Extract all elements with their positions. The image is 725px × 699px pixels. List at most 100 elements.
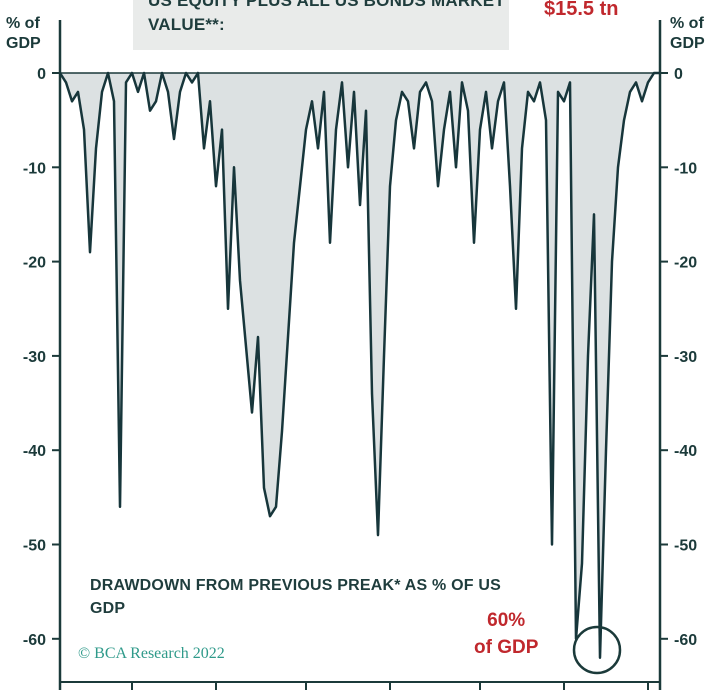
data-point bbox=[71, 100, 73, 103]
data-point bbox=[473, 241, 475, 244]
data-point bbox=[95, 147, 97, 150]
data-point bbox=[239, 279, 241, 282]
data-point bbox=[599, 656, 601, 659]
data-point bbox=[323, 91, 325, 93]
data-point bbox=[395, 119, 397, 121]
data-point bbox=[173, 138, 175, 140]
annotation-line1: 60% bbox=[487, 610, 526, 631]
data-point bbox=[257, 336, 259, 338]
data-point bbox=[419, 91, 421, 93]
data-point bbox=[425, 81, 427, 84]
data-point bbox=[593, 213, 595, 216]
data-point bbox=[89, 251, 91, 253]
y-tick-label-left: -40 bbox=[23, 443, 46, 460]
y-tick-label-right: -10 bbox=[674, 160, 697, 177]
series-layer bbox=[58, 71, 661, 659]
data-point bbox=[365, 109, 367, 112]
data-point bbox=[287, 336, 289, 338]
data-point bbox=[449, 91, 451, 93]
y-tick-label-left: 0 bbox=[37, 66, 46, 83]
data-point bbox=[539, 81, 541, 84]
data-point bbox=[329, 241, 331, 244]
data-point bbox=[515, 307, 517, 310]
data-point bbox=[437, 185, 439, 187]
data-point bbox=[557, 91, 559, 93]
data-point bbox=[359, 204, 361, 206]
data-point bbox=[491, 147, 493, 150]
data-point bbox=[65, 81, 67, 84]
data-point bbox=[305, 128, 307, 131]
data-point bbox=[293, 241, 295, 244]
y-axis-label-right: % of GDP bbox=[670, 15, 705, 52]
credit-text: © BCΑ Research 2022 bbox=[78, 645, 225, 662]
data-point bbox=[533, 100, 535, 103]
chart-caption: DRAWDOWN FROM PREVIOUS PREAK* AS % OF US… bbox=[90, 577, 501, 617]
data-point bbox=[119, 505, 121, 508]
y-tick-label-right: -40 bbox=[674, 443, 697, 460]
data-point bbox=[581, 562, 583, 565]
annotation-line2: of GDP bbox=[474, 637, 539, 658]
data-point bbox=[545, 119, 547, 121]
data-point bbox=[191, 81, 193, 84]
data-point bbox=[623, 119, 625, 121]
data-point bbox=[413, 147, 415, 150]
data-point bbox=[311, 100, 313, 103]
data-point bbox=[653, 72, 655, 74]
data-point bbox=[143, 72, 145, 74]
data-point bbox=[503, 81, 505, 84]
data-point bbox=[161, 72, 163, 74]
data-point bbox=[233, 166, 235, 169]
data-point bbox=[605, 449, 607, 452]
data-point bbox=[551, 543, 553, 546]
header-value: $15.5 tn bbox=[544, 0, 619, 20]
data-point bbox=[299, 185, 301, 187]
data-point bbox=[635, 81, 637, 84]
data-point bbox=[467, 109, 469, 112]
data-point bbox=[647, 81, 649, 84]
y-tick-label-left: -10 bbox=[23, 160, 46, 177]
y-tick-label-left: -30 bbox=[23, 349, 46, 366]
data-point bbox=[125, 81, 127, 84]
header-title: US EQUITY PLUS ALL US BONDS MARKET VALUE… bbox=[148, 0, 505, 34]
data-point bbox=[185, 72, 187, 74]
annotation-60pct: 60% of GDP bbox=[474, 607, 538, 661]
data-point bbox=[569, 81, 571, 84]
y-tick-label-right: -60 bbox=[674, 632, 697, 649]
data-point bbox=[263, 487, 265, 489]
data-point bbox=[563, 100, 565, 103]
data-point bbox=[485, 91, 487, 93]
data-point bbox=[431, 100, 433, 103]
data-point bbox=[461, 81, 463, 84]
data-point bbox=[617, 166, 619, 169]
data-point bbox=[587, 355, 589, 357]
highlight-circle bbox=[572, 625, 622, 675]
data-point bbox=[137, 91, 139, 93]
data-point bbox=[269, 515, 271, 518]
data-point bbox=[347, 166, 349, 169]
data-point bbox=[353, 91, 355, 93]
header-box bbox=[133, 0, 509, 50]
data-point bbox=[131, 72, 133, 74]
data-point bbox=[275, 505, 277, 508]
data-point bbox=[101, 91, 103, 93]
data-point bbox=[245, 345, 247, 348]
data-point bbox=[371, 392, 373, 395]
data-point bbox=[197, 72, 199, 74]
y-tick-label-right: -20 bbox=[674, 255, 697, 272]
y-tick-label-left: -60 bbox=[23, 632, 46, 649]
data-point bbox=[221, 128, 223, 131]
data-point bbox=[251, 411, 253, 414]
data-point bbox=[521, 147, 523, 150]
data-point bbox=[83, 128, 85, 131]
y-tick-label-right: -30 bbox=[674, 349, 697, 366]
data-point bbox=[383, 355, 385, 357]
data-point bbox=[107, 72, 109, 74]
data-point bbox=[401, 91, 403, 93]
data-point bbox=[335, 128, 337, 131]
data-point bbox=[203, 147, 205, 150]
data-point bbox=[179, 91, 181, 93]
y-tick-label-left: -50 bbox=[23, 538, 46, 555]
data-point bbox=[209, 100, 211, 103]
data-point bbox=[443, 128, 445, 131]
